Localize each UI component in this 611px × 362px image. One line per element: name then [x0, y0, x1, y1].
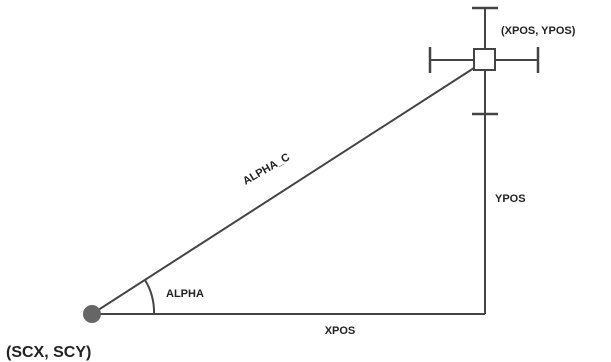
target-label: (XPOS, YPOS): [501, 25, 576, 37]
target-point-marker: [473, 48, 496, 71]
origin-point-marker: [83, 305, 101, 323]
angle-label: ALPHA: [166, 288, 204, 300]
hypotenuse-line: [91, 67, 475, 315]
vertical-leg-label: YPOS: [495, 193, 526, 205]
horizontal-leg-label: XPOS: [325, 325, 356, 337]
angle-arc: [144, 279, 156, 315]
origin-label: (SCX, SCY): [6, 344, 91, 361]
hypotenuse-label: ALPHA_C: [241, 151, 292, 187]
crosshair-icon: [428, 6, 540, 116]
